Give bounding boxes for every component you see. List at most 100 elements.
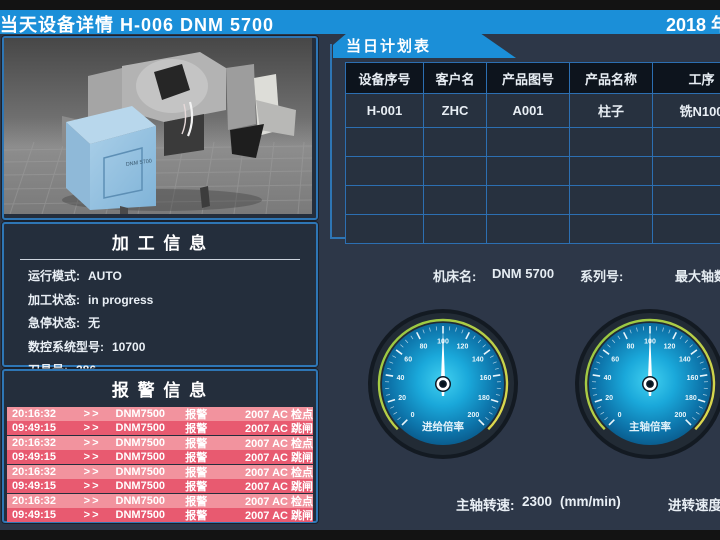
plan-column-header: 客户名 bbox=[423, 62, 487, 94]
field-value: 10700 bbox=[112, 339, 146, 354]
alarm-type: 报警 bbox=[185, 495, 208, 508]
serial-number-label: 系列号: bbox=[580, 269, 624, 284]
svg-text:160: 160 bbox=[480, 375, 492, 382]
processing-fields: 运行模式: AUTO 加工状态: in progress 急停状态: 无数控系统型号: 10… bbox=[4, 267, 316, 378]
alarm-arrow: >> bbox=[83, 480, 101, 493]
svg-text:160: 160 bbox=[687, 375, 699, 382]
gauge-color-arc bbox=[584, 318, 716, 431]
alarm-row: 20:16:32 >> DNM7500 报警 2007 AC 检点 bbox=[7, 493, 314, 508]
alarm-code: 2007 AC 检点 bbox=[244, 466, 314, 479]
plan-cell bbox=[423, 214, 487, 244]
alarm-type: 报警 bbox=[185, 510, 208, 523]
alarm-device: DNM7500 bbox=[115, 480, 166, 493]
plan-row: H-001 ZHC A001 柱子 铣N100 bbox=[345, 93, 720, 128]
machine-3d-image: DNM 5700 bbox=[4, 38, 312, 214]
field-value: in progress bbox=[88, 292, 154, 307]
field-value: 无 bbox=[88, 316, 101, 330]
alarm-arrow: >> bbox=[83, 451, 101, 464]
alarm-arrow: >> bbox=[83, 509, 101, 522]
svg-text:120: 120 bbox=[664, 343, 676, 350]
field-value: AUTO bbox=[88, 269, 122, 283]
processing-info-title: 加 工 信 息 bbox=[111, 234, 209, 253]
feed-override-gauge: 020406080100120140160180200 进给倍率 bbox=[368, 309, 518, 459]
svg-text:200: 200 bbox=[675, 412, 687, 419]
plan-cell: 柱子 bbox=[569, 93, 653, 128]
header-date: 2018 年 bbox=[665, 15, 720, 35]
alarm-time: 20:16:32 bbox=[12, 407, 57, 420]
alarm-row: 20:16:32 >> DNM7500 报警 2007 AC 检点 bbox=[7, 435, 314, 450]
bottom-strip bbox=[0, 530, 720, 540]
plan-cell bbox=[486, 214, 570, 244]
alarm-code: 2007 AC 检点 bbox=[244, 408, 314, 421]
alarm-code: 2007 AC 跳闸 bbox=[244, 510, 314, 523]
alarm-row: 09:49:15 >> DNM7500 报警 2007 AC 跳闸 bbox=[7, 479, 313, 493]
spindle-speed-unit: (mm/min) bbox=[560, 494, 621, 509]
spindle-speed-label: 主轴转速: bbox=[456, 498, 515, 513]
svg-text:80: 80 bbox=[420, 343, 428, 350]
svg-text:0: 0 bbox=[411, 412, 415, 419]
plan-cell bbox=[345, 127, 424, 157]
alarm-type: 报警 bbox=[185, 408, 208, 421]
plan-cell: ZHC bbox=[423, 93, 487, 128]
svg-text:60: 60 bbox=[404, 356, 412, 363]
gauge-label: 进给倍率 bbox=[422, 420, 464, 433]
gauge-color-arc bbox=[377, 318, 509, 431]
plan-row bbox=[345, 127, 720, 157]
machine-model-label: DNM 5700 bbox=[125, 158, 152, 168]
alarm-code: 2007 AC 跳闸 bbox=[244, 481, 314, 494]
plan-column-header: 设备序号 bbox=[345, 62, 424, 94]
alarm-row: 20:16:32 >> DNM7500 报警 2007 AC 检点 bbox=[7, 407, 313, 421]
gauge-ticks-needle: 020406080100120140160180200 bbox=[384, 326, 502, 426]
svg-text:0: 0 bbox=[618, 412, 622, 419]
plan-cell bbox=[652, 214, 720, 244]
alarm-device: DNM7500 bbox=[115, 407, 166, 420]
svg-text:120: 120 bbox=[457, 343, 469, 350]
plan-cell bbox=[486, 185, 570, 215]
plan-cell: H-001 bbox=[345, 93, 424, 128]
plan-row bbox=[345, 214, 720, 244]
alarm-code: 2007 AC 跳闸 bbox=[244, 452, 314, 465]
alarm-time: 09:49:15 bbox=[12, 422, 57, 435]
processing-field: 急停状态: 无 bbox=[28, 314, 316, 331]
plan-cell bbox=[345, 156, 424, 186]
alarm-device: DNM7500 bbox=[115, 422, 166, 435]
tab-daily-plan[interactable]: 当日计划表 bbox=[333, 33, 516, 58]
alarm-device: DNM7500 bbox=[115, 451, 166, 464]
page-title: 当天设备详情 H-006 DNM 5700 bbox=[0, 15, 275, 35]
alarm-arrow: >> bbox=[83, 422, 101, 435]
alarm-type: 报警 bbox=[185, 481, 208, 494]
alarm-time: 20:16:32 bbox=[12, 436, 57, 449]
plan-cell bbox=[423, 156, 487, 186]
alarm-row: 20:16:32 >> DNM7500 报警 2007 AC 检点 bbox=[7, 464, 314, 479]
alarm-device: DNM7500 bbox=[115, 436, 166, 449]
gauge-ticks-needle: 020406080100120140160180200 bbox=[591, 326, 709, 426]
svg-text:40: 40 bbox=[604, 375, 612, 382]
alarm-code: 2007 AC 检点 bbox=[244, 495, 314, 508]
alarm-type: 报警 bbox=[185, 452, 208, 465]
footer-readouts: 主轴转速: 2300 (mm/min) 进转速度 bbox=[0, 494, 720, 514]
plan-cell bbox=[652, 156, 720, 186]
plan-cell bbox=[569, 156, 653, 186]
alarm-time: 09:49:15 bbox=[12, 451, 57, 464]
plan-cell bbox=[345, 185, 424, 215]
field-label: 运行模式: bbox=[28, 269, 80, 283]
top-strip bbox=[0, 0, 720, 10]
machine-name-value: DNM 5700 bbox=[492, 266, 555, 281]
alarm-arrow: >> bbox=[83, 494, 101, 507]
svg-text:60: 60 bbox=[611, 356, 619, 363]
plan-table: 设备序号 客户名 产品图号 产品名称 工序 H-001 ZHC A001 柱子 铣N100 bbox=[345, 62, 720, 244]
alarm-type: 报警 bbox=[185, 466, 208, 479]
machine-name-label: 机床名: bbox=[433, 269, 477, 284]
plan-row bbox=[345, 185, 720, 215]
svg-text:20: 20 bbox=[605, 395, 613, 402]
gauge-label: 主轴倍率 bbox=[629, 420, 671, 433]
plan-cell bbox=[652, 185, 720, 215]
machine-image-panel: DNM 5700 bbox=[2, 36, 318, 220]
alarm-info-panel: 报 警 信 息 20:16:32 >> DNM7500 报警 2007 AC 检点 09:… bbox=[2, 369, 318, 523]
alarm-time: 20:16:32 bbox=[12, 465, 57, 478]
alarm-row: 09:49:15 >> DNM7500 报警 2007 AC 跳闸 bbox=[7, 450, 313, 464]
alarm-code: 2007 AC 检点 bbox=[244, 437, 314, 450]
plan-column-header: 工序 bbox=[652, 62, 720, 94]
alarm-info-title: 报 警 信 息 bbox=[111, 381, 209, 400]
